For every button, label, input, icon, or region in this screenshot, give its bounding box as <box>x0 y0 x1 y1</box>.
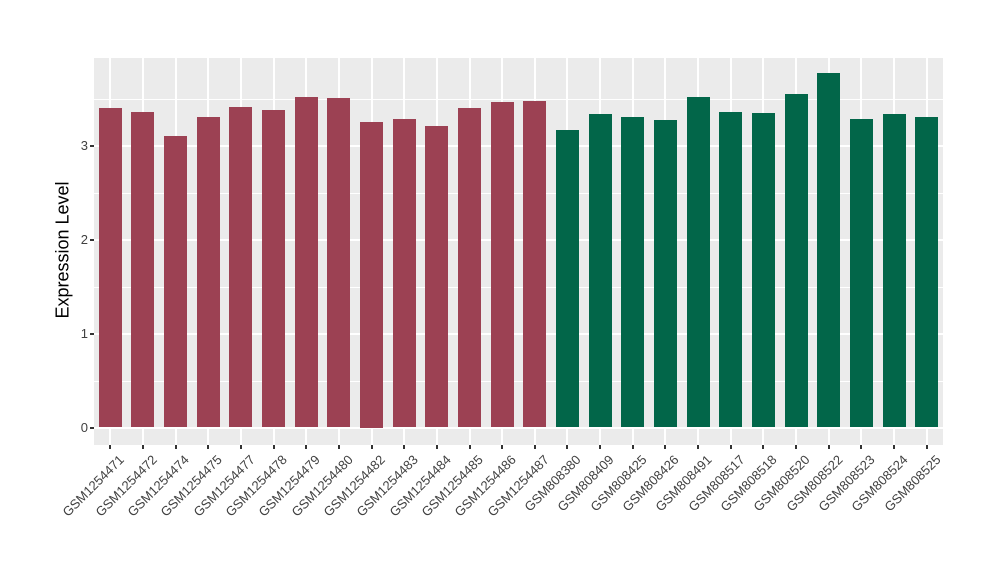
bar <box>882 114 906 428</box>
bar <box>817 73 841 428</box>
bar <box>229 106 253 428</box>
minor-gridline-y0.5 <box>94 380 943 382</box>
y-axis-tick-label: 0 <box>80 419 88 435</box>
bar <box>360 122 384 428</box>
x-axis-tick <box>370 445 373 449</box>
minor-gridline-y3.5 <box>94 98 943 100</box>
x-axis-tick <box>305 445 308 449</box>
x-axis-tick <box>599 445 602 449</box>
bar <box>327 97 351 428</box>
bar <box>686 96 710 428</box>
x-axis-tick <box>566 445 569 449</box>
x-axis-tick <box>109 445 112 449</box>
major-gridline-y2 <box>94 238 943 241</box>
bar <box>392 119 416 428</box>
x-axis-tick <box>239 445 242 449</box>
x-axis-tick <box>435 445 438 449</box>
minor-gridline-y1.5 <box>94 286 943 288</box>
x-axis-tick <box>729 445 732 449</box>
bar <box>294 96 318 428</box>
bar <box>196 117 220 428</box>
major-gridline-y3 <box>94 144 943 147</box>
bar <box>131 111 155 428</box>
bar <box>98 107 122 428</box>
bar <box>784 93 808 428</box>
x-axis-tick <box>272 445 275 449</box>
y-axis-tick <box>90 238 94 241</box>
x-axis-tick <box>207 445 210 449</box>
x-axis-tick <box>925 445 928 449</box>
x-axis-tick <box>403 445 406 449</box>
bar <box>915 117 939 428</box>
x-axis-tick <box>827 445 830 449</box>
x-axis-tick <box>762 445 765 449</box>
minor-gridline-y2.5 <box>94 192 943 194</box>
bar <box>262 109 286 428</box>
major-gridline-y1 <box>94 332 943 335</box>
x-axis-tick <box>697 445 700 449</box>
y-axis-tick-label: 2 <box>80 231 88 247</box>
bar <box>719 111 743 428</box>
x-axis-tick <box>795 445 798 449</box>
x-axis-tick <box>174 445 177 449</box>
x-axis-tick <box>533 445 536 449</box>
bar <box>653 120 677 428</box>
bar <box>490 102 514 428</box>
x-axis-tick <box>141 445 144 449</box>
y-axis-tick-label: 3 <box>80 137 88 153</box>
x-axis-tick <box>664 445 667 449</box>
bar <box>621 117 645 428</box>
y-axis-tick <box>90 332 94 335</box>
bar <box>523 101 547 428</box>
x-axis-tick <box>631 445 634 449</box>
bar <box>458 107 482 428</box>
x-axis-tick <box>501 445 504 449</box>
x-axis-tick <box>337 445 340 449</box>
bar <box>555 130 579 428</box>
bar <box>425 125 449 428</box>
y-axis-title: Expression Level <box>52 181 73 319</box>
bar <box>751 112 775 428</box>
bar <box>849 119 873 428</box>
plot-panel <box>94 58 943 445</box>
y-axis-tick <box>90 426 94 429</box>
x-axis-tick <box>860 445 863 449</box>
x-axis-tick <box>893 445 896 449</box>
y-axis-tick <box>90 144 94 147</box>
bar <box>588 113 612 428</box>
major-gridline-y0 <box>94 426 943 429</box>
y-axis-tick-label: 1 <box>80 325 88 341</box>
x-axis-tick <box>468 445 471 449</box>
bar <box>164 136 188 428</box>
